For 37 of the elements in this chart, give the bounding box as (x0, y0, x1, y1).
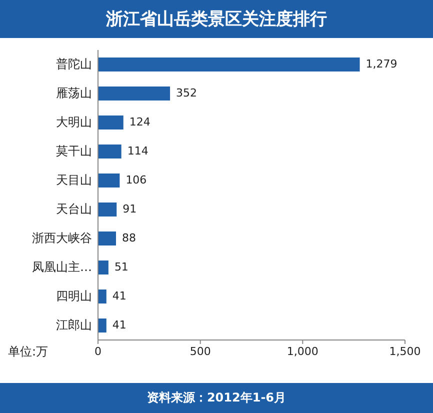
data-label: 114 (127, 144, 148, 158)
data-label: 106 (126, 174, 147, 187)
bar (98, 202, 117, 216)
x-tick-label: 500 (190, 345, 211, 358)
y-tick-label: 四明山 (56, 288, 92, 303)
data-label: 124 (129, 116, 150, 129)
y-tick-label: 天台山 (56, 202, 92, 216)
x-tick-label: 0 (94, 345, 102, 358)
y-tick-label: 江郎山 (56, 318, 92, 332)
data-label: 1,279 (366, 58, 398, 71)
x-tick-label: 1,000 (286, 345, 318, 358)
y-tick-label: 雁荡山 (56, 86, 92, 100)
y-tick-label: 大明山 (56, 114, 92, 129)
bar (98, 232, 116, 246)
y-tick-label: 莫干山 (56, 144, 92, 158)
bar (98, 174, 120, 188)
data-label: 91 (122, 202, 137, 216)
y-tick-label: 天目山 (56, 172, 92, 187)
bar (98, 86, 170, 100)
x-tick-label: 1,500 (389, 345, 421, 358)
bar (98, 144, 122, 158)
bar (98, 260, 108, 274)
bar (98, 116, 124, 130)
data-label: 41 (112, 318, 126, 332)
bar (98, 290, 106, 304)
y-tick-label: 普陀山 (56, 56, 92, 71)
data-label: 41 (112, 290, 126, 303)
chart-title: 浙江省山岳类景区关注度排行 (105, 10, 327, 30)
bar (98, 318, 106, 332)
data-label: 51 (114, 260, 128, 274)
data-label: 352 (176, 86, 198, 100)
data-label: 88 (122, 232, 136, 245)
y-tick-label: 浙西大峡谷 (32, 230, 92, 245)
y-tick-label: 凤凰山主… (32, 260, 92, 274)
bar (98, 58, 360, 72)
text: 资料来源：2012年1-6月 (146, 390, 286, 404)
text: 单位:万 (8, 344, 48, 358)
